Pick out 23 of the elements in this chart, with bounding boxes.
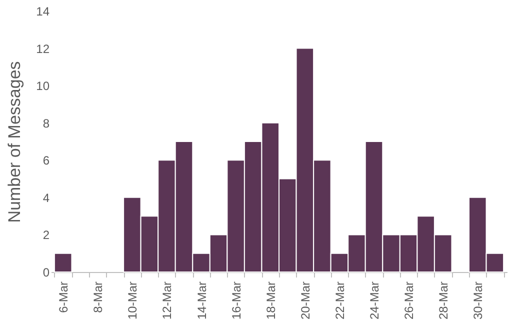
bar [54,252,72,272]
y-tick-label: 12 [36,42,50,56]
x-tick-label: 20-Mar [298,282,312,320]
x-tick-label: 14-Mar [194,282,209,320]
y-tick-label: 0 [42,266,50,280]
x-tick-label: 12-Mar [160,282,174,320]
x-tick-label: 26-Mar [402,282,416,320]
x-tick-label: 28-Mar [436,282,451,320]
y-tick-label: 8 [42,116,50,130]
y-tick-label: 6 [42,154,50,168]
x-tick-label: 16-Mar [229,282,244,320]
y-tick-label: 10 [36,79,50,94]
y-tick-label: 4 [42,190,50,205]
x-tick-label: 6-Mar [56,282,71,313]
x-tick-label: 30-Mar [471,282,486,320]
x-tick-label: 18-Mar [264,282,278,320]
y-tick-label: 14 [36,4,50,18]
x-tick-label: 24-Mar [368,282,382,320]
x-tick-label: 10-Mar [126,282,140,320]
x-tick-label: 8-Mar [91,282,106,313]
y-axis-title: Number of Messages [5,61,24,223]
x-tick-label: 22-Mar [332,282,347,320]
y-tick-label: 2 [42,228,50,242]
